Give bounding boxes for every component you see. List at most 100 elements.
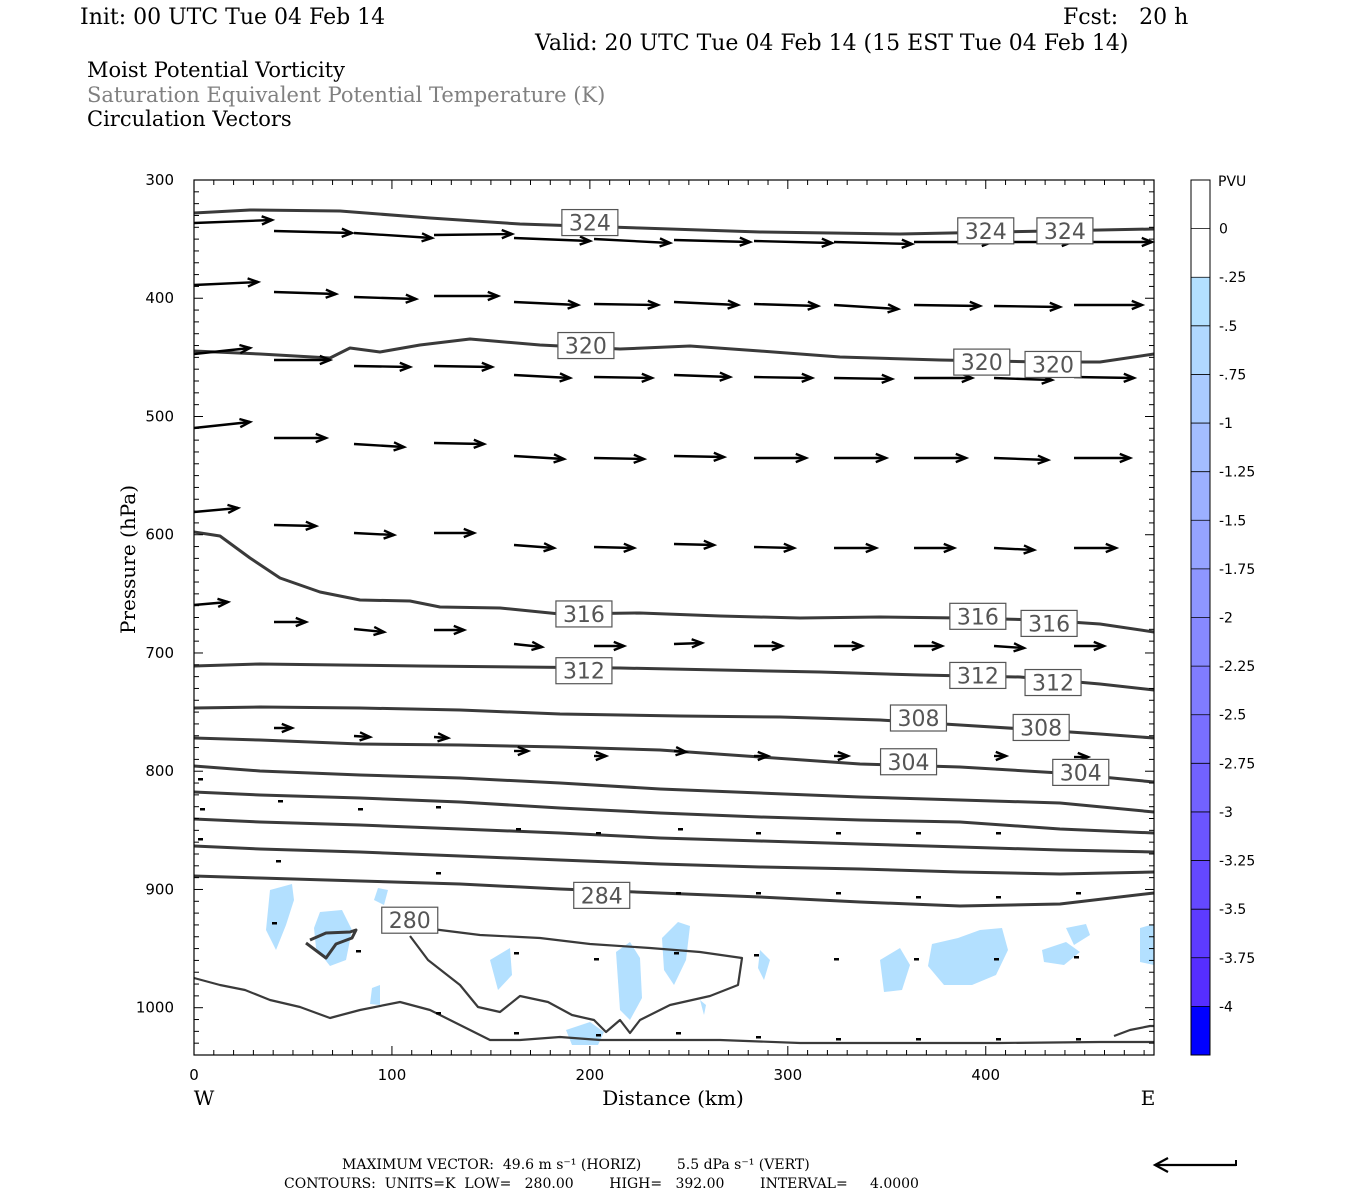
circulation-vector — [436, 1012, 441, 1015]
colorbar-level-label: -3 — [1219, 805, 1233, 821]
circulation-vector — [273, 227, 356, 238]
circulation-vector — [593, 237, 674, 248]
contour-label: 316 — [949, 602, 1007, 630]
colorbar-swatch — [1191, 423, 1210, 473]
colorbar-level-label: -2 — [1219, 611, 1233, 627]
contour-label: 324 — [957, 217, 1015, 245]
circulation-vector — [754, 954, 759, 957]
valid-time: Valid: 20 UTC Tue 04 Feb 14 (15 EST Tue … — [535, 31, 1129, 56]
circulation-vector — [678, 828, 683, 831]
contour-label-box — [1020, 609, 1078, 638]
circulation-vector — [756, 832, 761, 835]
contour-label-text: 312 — [957, 664, 999, 689]
colorbar-swatch — [1191, 180, 1210, 230]
colorbar-level-label: -1.5 — [1219, 513, 1246, 529]
circulation-vector — [756, 1036, 761, 1039]
contour-label: 316 — [555, 600, 613, 628]
colorbar-swatch — [1191, 860, 1210, 910]
circulation-vector — [673, 746, 690, 757]
circulation-vector — [274, 432, 330, 444]
circulation-vector — [754, 640, 786, 652]
circulation-vector — [594, 640, 628, 652]
circulation-vector — [434, 290, 502, 302]
circulation-vector — [1074, 452, 1134, 464]
theta-es-contour — [193, 817, 1155, 854]
circulation-vector — [193, 503, 242, 515]
plot-frame — [193, 179, 1155, 1056]
circulation-vector — [433, 438, 488, 449]
contour-label-box — [949, 661, 1007, 690]
colorbar: PVU 0 -.25 -.5 -.75 -1 -1.25 -1.5 -1.75 -2 -2.25 -2… — [1190, 174, 1255, 1056]
field-title-theta-es: Saturation Equivalent Potential Temperat… — [87, 83, 606, 107]
circulation-vector — [913, 300, 984, 312]
circulation-vector — [833, 238, 916, 249]
circulation-vector — [513, 453, 568, 464]
contour-label-box — [1036, 217, 1094, 245]
circulation-vector — [993, 642, 1028, 653]
colorbar-swatch — [1191, 325, 1210, 375]
contour-label-box — [555, 600, 613, 628]
circulation-vector — [356, 950, 361, 953]
circulation-vector — [353, 231, 436, 243]
theta-es-contour — [193, 844, 1155, 876]
circulation-vector — [673, 638, 706, 649]
colorbar-swatch — [1191, 520, 1210, 570]
circulation-vector — [996, 1038, 1001, 1041]
contour-label-text: 320 — [1032, 353, 1074, 378]
contour-label: 312 — [555, 657, 613, 685]
colorbar-level-label: -.75 — [1219, 367, 1246, 383]
circulation-vector — [273, 520, 320, 531]
circulation-vector — [433, 361, 496, 373]
mpv-fill-patch — [616, 942, 642, 1020]
mpv-fill-patch — [266, 884, 294, 950]
circulation-vector — [353, 529, 398, 540]
circulation-vector — [914, 542, 958, 554]
colorbar-title: PVU — [1218, 174, 1246, 190]
circulation-vector — [753, 542, 798, 553]
circulation-vector — [433, 228, 516, 240]
circulation-vector — [673, 451, 728, 462]
contour-label: 280 — [381, 906, 439, 934]
contour-info-note: CONTOURS: UNITS=K LOW= 280.00 HIGH= 392.… — [284, 1176, 919, 1192]
contour-label: 320 — [557, 331, 615, 360]
circulation-vector — [754, 452, 810, 464]
circulation-vector — [1074, 956, 1079, 959]
circulation-vector — [836, 1038, 841, 1041]
circulation-vector — [833, 373, 896, 385]
circulation-vector — [676, 892, 681, 895]
circulation-vector — [200, 808, 205, 811]
circulation-vector — [593, 453, 648, 464]
mpv-fill-patch — [758, 950, 770, 980]
circulation-vector — [514, 952, 519, 955]
y-tick-label: 1000 — [136, 999, 174, 1017]
contour-label-box — [957, 217, 1015, 245]
circulation-vector — [673, 236, 754, 247]
circulation-vector — [914, 958, 919, 961]
field-title-vectors: Circulation Vectors — [87, 107, 292, 131]
init-time: Init: 00 UTC Tue 04 Feb 14 — [80, 5, 386, 30]
x-end-label-east: E — [1141, 1086, 1156, 1110]
contour-label-text: 320 — [565, 335, 607, 360]
circulation-vector — [353, 625, 388, 637]
circulation-vector — [753, 237, 836, 248]
contour-label-text: 308 — [1020, 716, 1062, 741]
contour-label-box — [953, 348, 1011, 376]
circulation-vector — [514, 745, 532, 757]
colorbar-swatch — [1191, 811, 1210, 862]
contour-label: 316 — [1020, 609, 1078, 638]
contour-label: 324 — [1036, 217, 1094, 245]
circulation-vector — [353, 441, 408, 452]
circulation-vector — [596, 832, 601, 835]
circulation-vector — [993, 301, 1064, 313]
theta-es-contour — [305, 928, 358, 960]
circulation-vector — [353, 293, 420, 304]
circulation-vector — [836, 832, 841, 835]
circulation-vector — [994, 958, 999, 961]
colorbar-level-label: -2.25 — [1219, 659, 1255, 675]
contour-label-text: 280 — [389, 909, 431, 934]
contour-label: 284 — [573, 881, 631, 909]
x-tick-label: 0 — [189, 1066, 199, 1084]
mpv-fill-patch — [700, 1000, 706, 1015]
circulation-vector — [353, 361, 414, 373]
x-tick-label: 100 — [378, 1066, 407, 1084]
